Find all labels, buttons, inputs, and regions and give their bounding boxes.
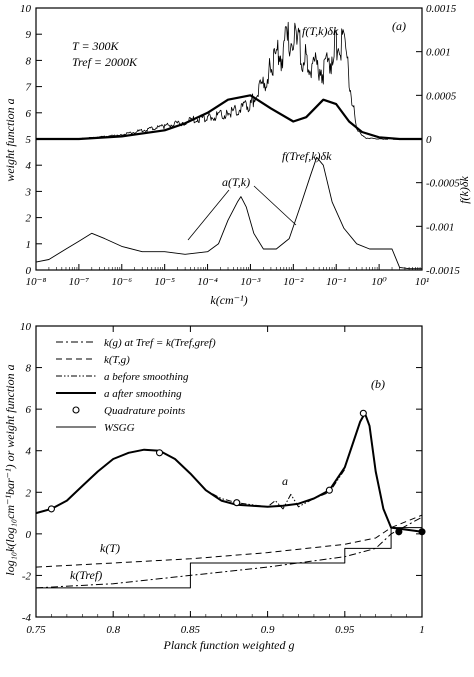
panel-a-y-tick-label: 2: [26, 213, 32, 225]
panel-a-y-tick-label: 9: [26, 29, 32, 41]
panel-a-y-tick-label: 10: [20, 3, 32, 15]
quadrature-point: [155, 449, 164, 457]
panel-a-label: (a): [392, 19, 406, 33]
quadrature-point: [395, 528, 403, 536]
panel-a-x-tick-label: 10⁻³: [240, 276, 261, 288]
panel-a-x-axis-label: k(cm⁻¹): [210, 293, 247, 307]
annotation-k-tref: k(Tref): [70, 568, 102, 582]
panel-b-y-tick-label: 4: [26, 446, 32, 458]
panel-b: 0.75 0.8 0.85 0.9 0.95 1 -4 -2 0 2 4 6 8 10 k(g) at T…: [3, 321, 426, 652]
panel-b-x-tick-label: 0.75: [26, 624, 46, 636]
panel-b-x-tick-label: 0.9: [261, 624, 275, 636]
panel-b-y-tick-label: 0: [26, 529, 32, 541]
panel-a-x-tick-label: 10¹: [415, 276, 429, 288]
panel-b-y-tick-label: -2: [22, 570, 32, 582]
panel-b-y-axis-label: log₁₀k(log₁₀cm⁻¹bar⁻¹) or weight functio…: [3, 364, 17, 575]
panel-b-legend: k(g) at Tref = k(Tref,gref) k(T,g) a befor…: [56, 337, 216, 434]
panel-b-y-tick-label: -4: [22, 612, 32, 624]
panel-a-y2-axis-label: f(k)δk: [457, 176, 471, 204]
panel-a-y2-tick-label: 0.0005: [426, 90, 457, 102]
panel-a-x-tick-label: 10⁻⁶: [111, 276, 132, 288]
panel-a-y-tick-label: 5: [26, 134, 32, 146]
panel-b-x-tick-label: 1: [419, 624, 425, 636]
panel-b-x-tick-label: 0.85: [181, 624, 201, 636]
panel-a-y2-tick-label: 0.0015: [426, 3, 457, 15]
panel-b-x-axis-label: Planck function weighted g: [163, 638, 295, 652]
panel-a-ticks: 10⁻⁸ 10⁻⁷ 10⁻⁶ 10⁻⁵ 10⁻⁴ 10⁻³ 10⁻² 10⁻¹ 10⁰ 10¹ 0 1…: [20, 3, 460, 288]
panel-b-frame: [35, 325, 423, 618]
annotation-a: a: [282, 474, 288, 488]
panel-a-y2-tick-label: -0.0015: [426, 265, 460, 277]
annotation-f-tref-label: f(Tref,k)δk: [282, 149, 332, 163]
series-wsgg-line: [36, 527, 422, 589]
quadrature-point: [233, 499, 241, 507]
panel-b-y-tick-label: 8: [26, 363, 32, 375]
quadrature-point: [325, 486, 333, 494]
panel-b-ticks: 0.75 0.8 0.85 0.9 0.95 1 -4 -2 0 2 4 6 8 10: [20, 321, 425, 636]
legend-label: k(T,g): [104, 354, 130, 366]
annotation-reference-temperature: Tref = 2000K: [72, 55, 138, 69]
panel-a-y2-tick-label: 0.001: [426, 47, 451, 59]
panel-a-x-tick-label: 10⁰: [371, 276, 387, 288]
annotation-a-t-label: a(T,k): [222, 175, 250, 189]
panel-a-y-tick-label: 1: [26, 239, 32, 251]
quadrature-point: [359, 409, 367, 417]
legend-label: WSGG: [104, 422, 135, 434]
panel-b-x-tick-label: 0.95: [335, 624, 355, 636]
series-k-g-at-tref-k-tref-gref--line: [35, 516, 423, 589]
panel-a-y-axis-label: weight function a: [3, 98, 17, 181]
panel-b-y-tick-label: 6: [26, 404, 32, 416]
quadrature-point: [418, 528, 426, 536]
series-line-f-tref-k-k: [36, 94, 422, 141]
panel-a-x-tick-label: 10⁻²: [283, 276, 304, 288]
legend-label: a before smoothing: [104, 371, 189, 383]
panel-a-y-tick-label: 4: [26, 160, 32, 172]
annotation-f-t-label: f(T,k)δk: [302, 24, 339, 38]
panel-a-y2-tick-label: -0.0005: [426, 178, 460, 190]
legend-label: a after smoothing: [104, 388, 182, 400]
panel-b-x-tick-label: 0.8: [106, 624, 120, 636]
panel-b-series: [35, 409, 426, 589]
panel-a-y-tick-label: 6: [26, 108, 32, 120]
panel-a-y2-tick-label: 0: [426, 134, 432, 146]
series-a-after-smoothing-line: [35, 412, 423, 533]
panel-b-y-tick-label: 2: [26, 487, 32, 499]
legend-label: k(g) at Tref = k(Tref,gref): [104, 337, 216, 349]
annotation-k-t: k(T): [100, 541, 120, 555]
panel-a-y-tick-label: 3: [25, 186, 32, 198]
panel-b-y-tick-label: 10: [20, 321, 32, 333]
panel-a-x-tick-label: 10⁻¹: [326, 276, 346, 288]
legend-label: Quadrature points: [104, 405, 185, 417]
series-line-a-t-k-: [35, 156, 422, 270]
panel-a-y-tick-label: 7: [26, 82, 32, 94]
panel-a-x-tick-label: 10⁻⁷: [69, 276, 90, 288]
series-k-t-g--line: [35, 514, 423, 568]
panel-a-x-tick-label: 10⁻⁸: [26, 276, 47, 288]
panel-a-y-tick-label: 0: [26, 265, 32, 277]
annotation-temperature: T = 300K: [72, 39, 120, 53]
panel-a-y2-tick-label: -0.001: [426, 221, 454, 233]
panel-a-x-tick-label: 10⁻⁵: [154, 276, 175, 288]
legend-swatch-circle: [72, 406, 80, 414]
series-a-before-smoothing-line: [190, 469, 346, 510]
panel-b-label: (b): [371, 377, 385, 391]
annotation-arrow-left: [187, 189, 230, 241]
panel-a-x-tick-label: 10⁻⁴: [197, 276, 218, 288]
annotation-arrow-right: [253, 185, 297, 226]
panel-a-y-tick-label: 8: [26, 55, 32, 67]
quadrature-point: [47, 505, 55, 513]
panel-a-series: [35, 21, 423, 270]
panel-a: 10⁻⁸ 10⁻⁷ 10⁻⁶ 10⁻⁵ 10⁻⁴ 10⁻³ 10⁻² 10⁻¹ 10⁰ 10¹ 0 1…: [3, 3, 471, 307]
